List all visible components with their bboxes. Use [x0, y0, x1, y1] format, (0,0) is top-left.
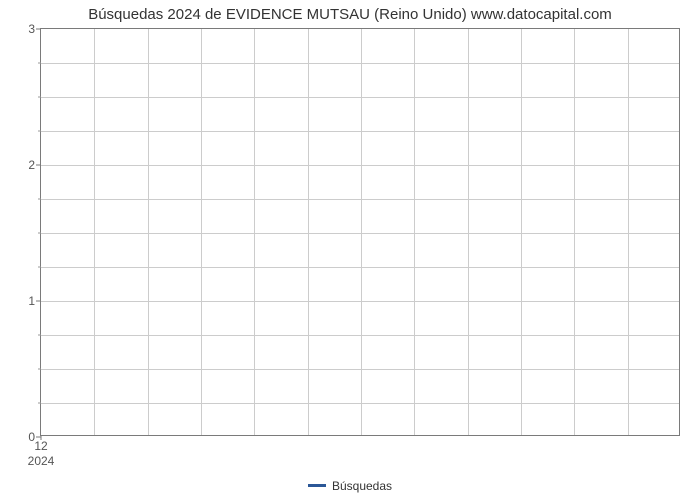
grid-line-v [148, 29, 149, 435]
grid-line-v [361, 29, 362, 435]
grid-line-v [414, 29, 415, 435]
y-tick-label: 1 [28, 294, 35, 308]
grid-line-v [628, 29, 629, 435]
y-tick-minor [38, 403, 41, 404]
x-tick-year: 2024 [28, 454, 55, 468]
grid-line-v [94, 29, 95, 435]
y-tick-minor [38, 131, 41, 132]
y-tick-mark [36, 301, 41, 302]
grid-line-v [201, 29, 202, 435]
x-tick-month: 12 [34, 439, 47, 453]
y-tick-minor [38, 335, 41, 336]
grid-line-h [41, 63, 679, 64]
y-tick-label: 3 [28, 22, 35, 36]
y-tick-minor [38, 97, 41, 98]
legend-label: Búsquedas [332, 479, 392, 493]
y-tick-minor [38, 199, 41, 200]
y-tick-minor [38, 233, 41, 234]
y-tick-mark [36, 165, 41, 166]
grid-line-v [254, 29, 255, 435]
plot-area: 0123122024 [40, 28, 680, 436]
grid-line-h [41, 403, 679, 404]
grid-line-h [41, 131, 679, 132]
grid-line-h [41, 369, 679, 370]
grid-line-h [41, 199, 679, 200]
grid-line-h [41, 233, 679, 234]
grid-line-h [41, 335, 679, 336]
grid-line-v [308, 29, 309, 435]
y-tick-minor [38, 63, 41, 64]
grid-line-v [521, 29, 522, 435]
grid-line-h [41, 97, 679, 98]
y-tick-mark [36, 29, 41, 30]
chart-container: Búsquedas 2024 de EVIDENCE MUTSAU (Reino… [0, 0, 700, 500]
chart-title: Búsquedas 2024 de EVIDENCE MUTSAU (Reino… [0, 6, 700, 23]
grid-line-v [574, 29, 575, 435]
grid-line-h [41, 267, 679, 268]
grid-line-h [41, 301, 679, 302]
legend: Búsquedas [0, 478, 700, 493]
y-tick-minor [38, 267, 41, 268]
grid-line-v [468, 29, 469, 435]
grid-line-h [41, 165, 679, 166]
y-tick-label: 2 [28, 158, 35, 172]
y-tick-minor [38, 369, 41, 370]
legend-swatch [308, 484, 326, 487]
